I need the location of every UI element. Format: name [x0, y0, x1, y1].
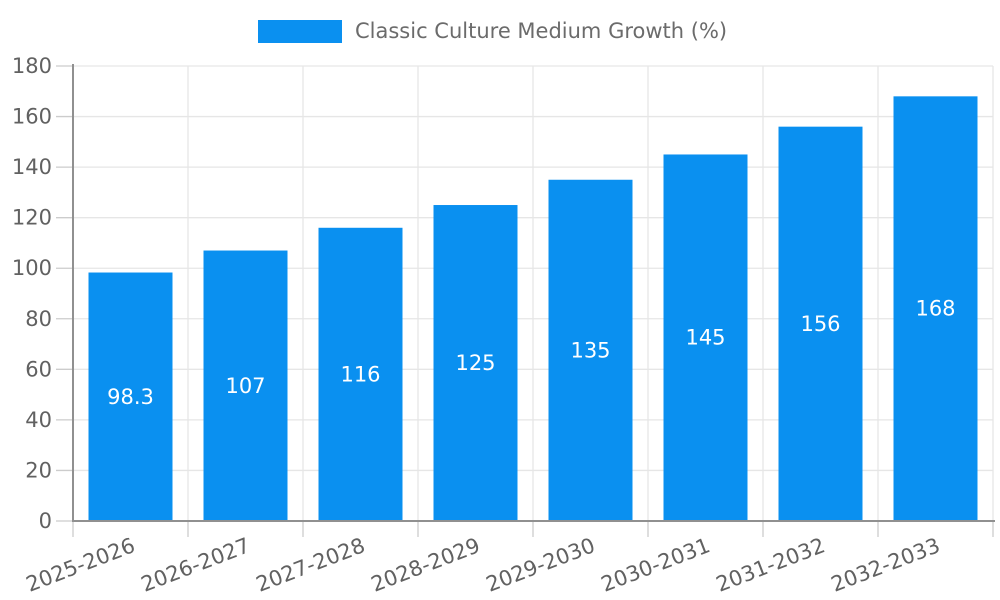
- y-axis-label: 120: [12, 206, 52, 230]
- y-axis-label: 100: [12, 256, 52, 280]
- bar-value-label: 156: [800, 312, 840, 336]
- bar-2025-2026[interactable]: [88, 272, 173, 521]
- bar-2031-2032[interactable]: [778, 126, 863, 522]
- y-axis-label: 20: [25, 458, 52, 482]
- y-axis-label: 80: [25, 307, 52, 331]
- y-axis-labels: 0 20 40 60 80 100 120 140 160 180: [12, 54, 52, 533]
- y-axis-label: 160: [12, 105, 52, 129]
- bar-value-label: 107: [225, 374, 265, 398]
- legend-label: Classic Culture Medium Growth (%): [355, 19, 728, 43]
- x-axis-labels: 2025-2026 2026-2027 2027-2028 2028-2029 2029…: [23, 533, 943, 596]
- bar-value-labels: 98.3 107 116 125 135 145 156 168: [107, 297, 955, 409]
- bar-2032-2033[interactable]: [893, 96, 978, 521]
- x-axis-label: 2031-2032: [713, 533, 828, 596]
- bar-2030-2031[interactable]: [663, 154, 748, 521]
- x-axis-label: 2029-2030: [483, 533, 598, 596]
- tick-marks: [56, 65, 994, 537]
- bar-2029-2030[interactable]: [548, 179, 633, 521]
- x-axis-label: 2032-2033: [828, 533, 943, 596]
- y-axis-label: 0: [39, 509, 52, 533]
- bar-value-label: 168: [915, 297, 955, 321]
- bar-value-label: 145: [685, 326, 725, 350]
- x-axis-label: 2027-2028: [253, 533, 368, 596]
- bar-2026-2027[interactable]: [203, 250, 288, 521]
- bar-value-label: 98.3: [107, 385, 154, 409]
- y-axis-label: 140: [12, 155, 52, 179]
- bars: [88, 96, 978, 522]
- bar-value-label: 116: [340, 362, 380, 386]
- legend-swatch: [258, 20, 342, 43]
- x-axis-label: 2025-2026: [23, 533, 138, 596]
- x-axis-label: 2028-2029: [368, 533, 483, 596]
- bar-value-label: 135: [570, 338, 610, 362]
- x-axis-label: 2026-2027: [138, 533, 253, 596]
- legend-item[interactable]: Classic Culture Medium Growth (%): [258, 20, 727, 43]
- bar-2027-2028[interactable]: [318, 227, 403, 521]
- y-axis-label: 60: [25, 357, 52, 381]
- y-axis-label: 180: [12, 54, 52, 78]
- y-axis-label: 40: [25, 408, 52, 432]
- bar-value-label: 125: [455, 351, 495, 375]
- bar-2028-2029[interactable]: [433, 205, 518, 521]
- x-axis-label: 2030-2031: [598, 533, 713, 596]
